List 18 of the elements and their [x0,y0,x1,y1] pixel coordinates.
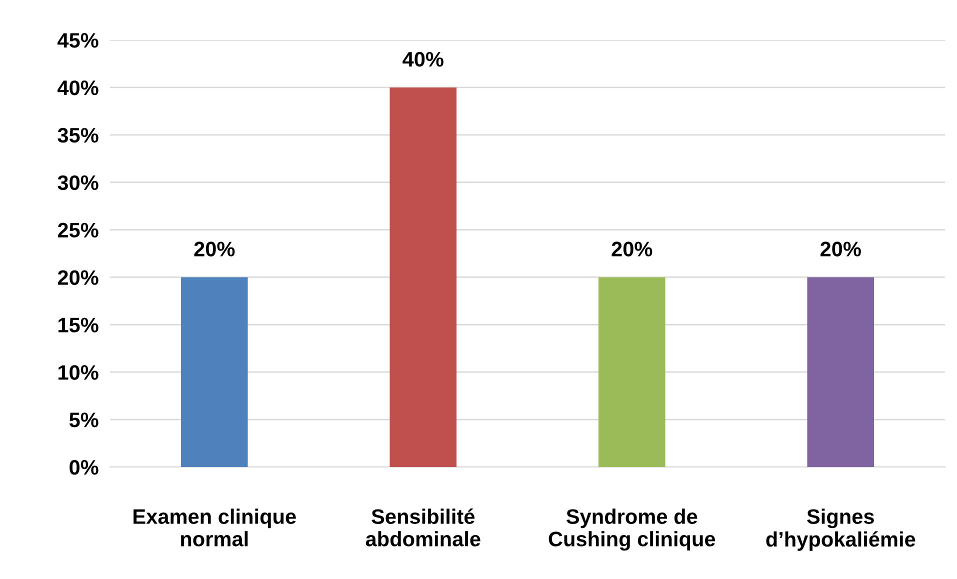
y-tick-label: 30% [58,175,98,190]
y-tick-label: 20% [58,270,98,285]
y-tick-label: 15% [58,318,98,332]
y-tick-label: 10% [58,365,98,380]
x-tick-label: Syndrome de Cushing clinique [548,508,716,551]
y-tick-label: 25% [58,222,98,238]
data-label: 20% [194,242,235,256]
data-label: 20% [820,242,861,256]
data-label: 40% [402,52,444,67]
x-tick-label: Examen clinique normal [134,508,296,546]
x-tick-label: Sensibilité abdominale [366,508,480,546]
y-tick-label: 40% [58,80,98,96]
y-tick-label: 45% [58,33,98,48]
y-tick-label: 5% [69,412,98,428]
data-label: 20% [612,242,652,256]
x-tick-label: Signes d’hypokaliémie [766,508,916,551]
y-tick-label: 0% [70,460,98,475]
y-tick-label: 35% [58,128,98,143]
